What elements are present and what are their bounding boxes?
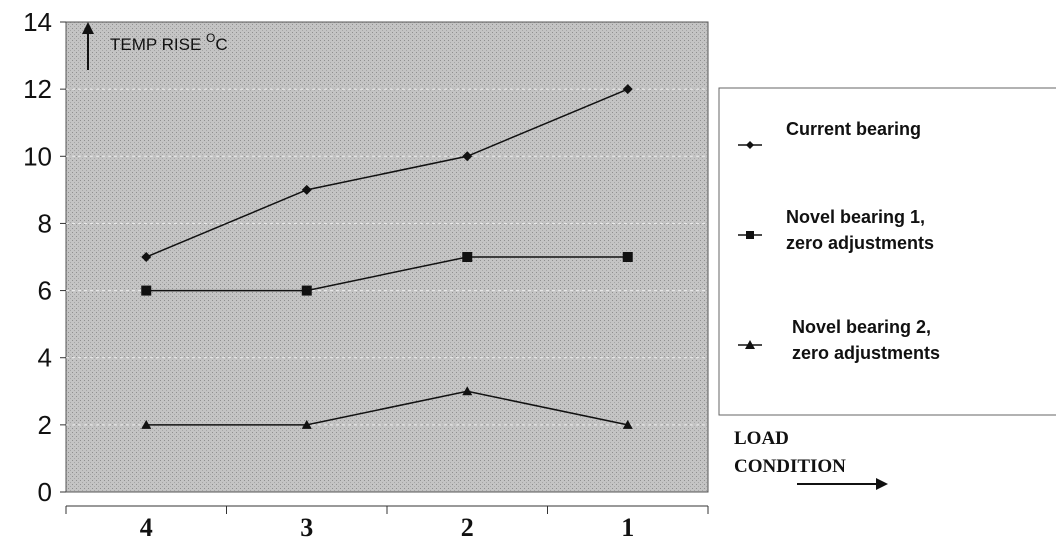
data-point bbox=[141, 419, 152, 429]
x-axis-label-line1: LOAD bbox=[734, 428, 789, 449]
data-point bbox=[141, 285, 152, 296]
data-point bbox=[622, 84, 633, 95]
y-tick-label: 14 bbox=[23, 7, 52, 37]
series-layer bbox=[141, 84, 633, 429]
series-line bbox=[145, 88, 629, 258]
data-point bbox=[301, 285, 312, 296]
legend-marker bbox=[746, 231, 754, 239]
legend-label: Novel bearing 2, bbox=[792, 317, 931, 337]
gridlines bbox=[66, 88, 708, 426]
data-point bbox=[622, 252, 633, 262]
x-axis-label: LOAD CONDITION bbox=[734, 428, 888, 490]
legend-label: zero adjustments bbox=[786, 233, 934, 253]
x-tick-label: 2 bbox=[461, 513, 474, 542]
y-tick-label: 0 bbox=[38, 477, 52, 507]
legend-label: zero adjustments bbox=[792, 343, 940, 363]
legend-marker bbox=[746, 141, 754, 149]
data-point bbox=[301, 419, 312, 429]
y-tick-label: 10 bbox=[23, 141, 52, 171]
x-axis-label-line2: CONDITION bbox=[734, 456, 846, 477]
y-tick-label: 2 bbox=[38, 410, 52, 440]
legend-box bbox=[718, 87, 1056, 416]
y-axis-arrowhead bbox=[82, 22, 94, 34]
y-tick-labels: 0 2 4 6 8 10 12 14 bbox=[23, 7, 52, 507]
x-tick-label: 1 bbox=[621, 513, 634, 542]
y-axis-title: TEMP RISE OC bbox=[110, 31, 228, 54]
data-point bbox=[462, 252, 473, 262]
data-point bbox=[141, 252, 152, 262]
data-point bbox=[462, 386, 473, 396]
x-tick-label: 3 bbox=[300, 513, 313, 542]
data-point bbox=[301, 184, 312, 195]
series-line bbox=[146, 256, 628, 292]
y-tick-label: 6 bbox=[38, 276, 52, 306]
x-axis-arrowhead bbox=[876, 478, 888, 490]
data-point bbox=[462, 151, 473, 162]
x-tick-label: 4 bbox=[140, 513, 153, 542]
legend: Current bearing Novel bearing 1, zero adju… bbox=[738, 119, 940, 363]
y-tick-label: 12 bbox=[23, 74, 52, 104]
data-point bbox=[622, 419, 633, 429]
y-tick-label: 4 bbox=[38, 343, 52, 373]
x-tick-labels: 4 3 2 1 bbox=[140, 513, 635, 542]
series-line bbox=[146, 390, 628, 426]
y-tick-label: 8 bbox=[38, 208, 52, 238]
legend-label: Current bearing bbox=[786, 119, 921, 139]
legend-label: Novel bearing 1, bbox=[786, 207, 925, 227]
axes bbox=[60, 21, 709, 514]
legend-marker bbox=[745, 340, 755, 349]
y-axis-label: TEMP RISE OC bbox=[82, 22, 228, 70]
